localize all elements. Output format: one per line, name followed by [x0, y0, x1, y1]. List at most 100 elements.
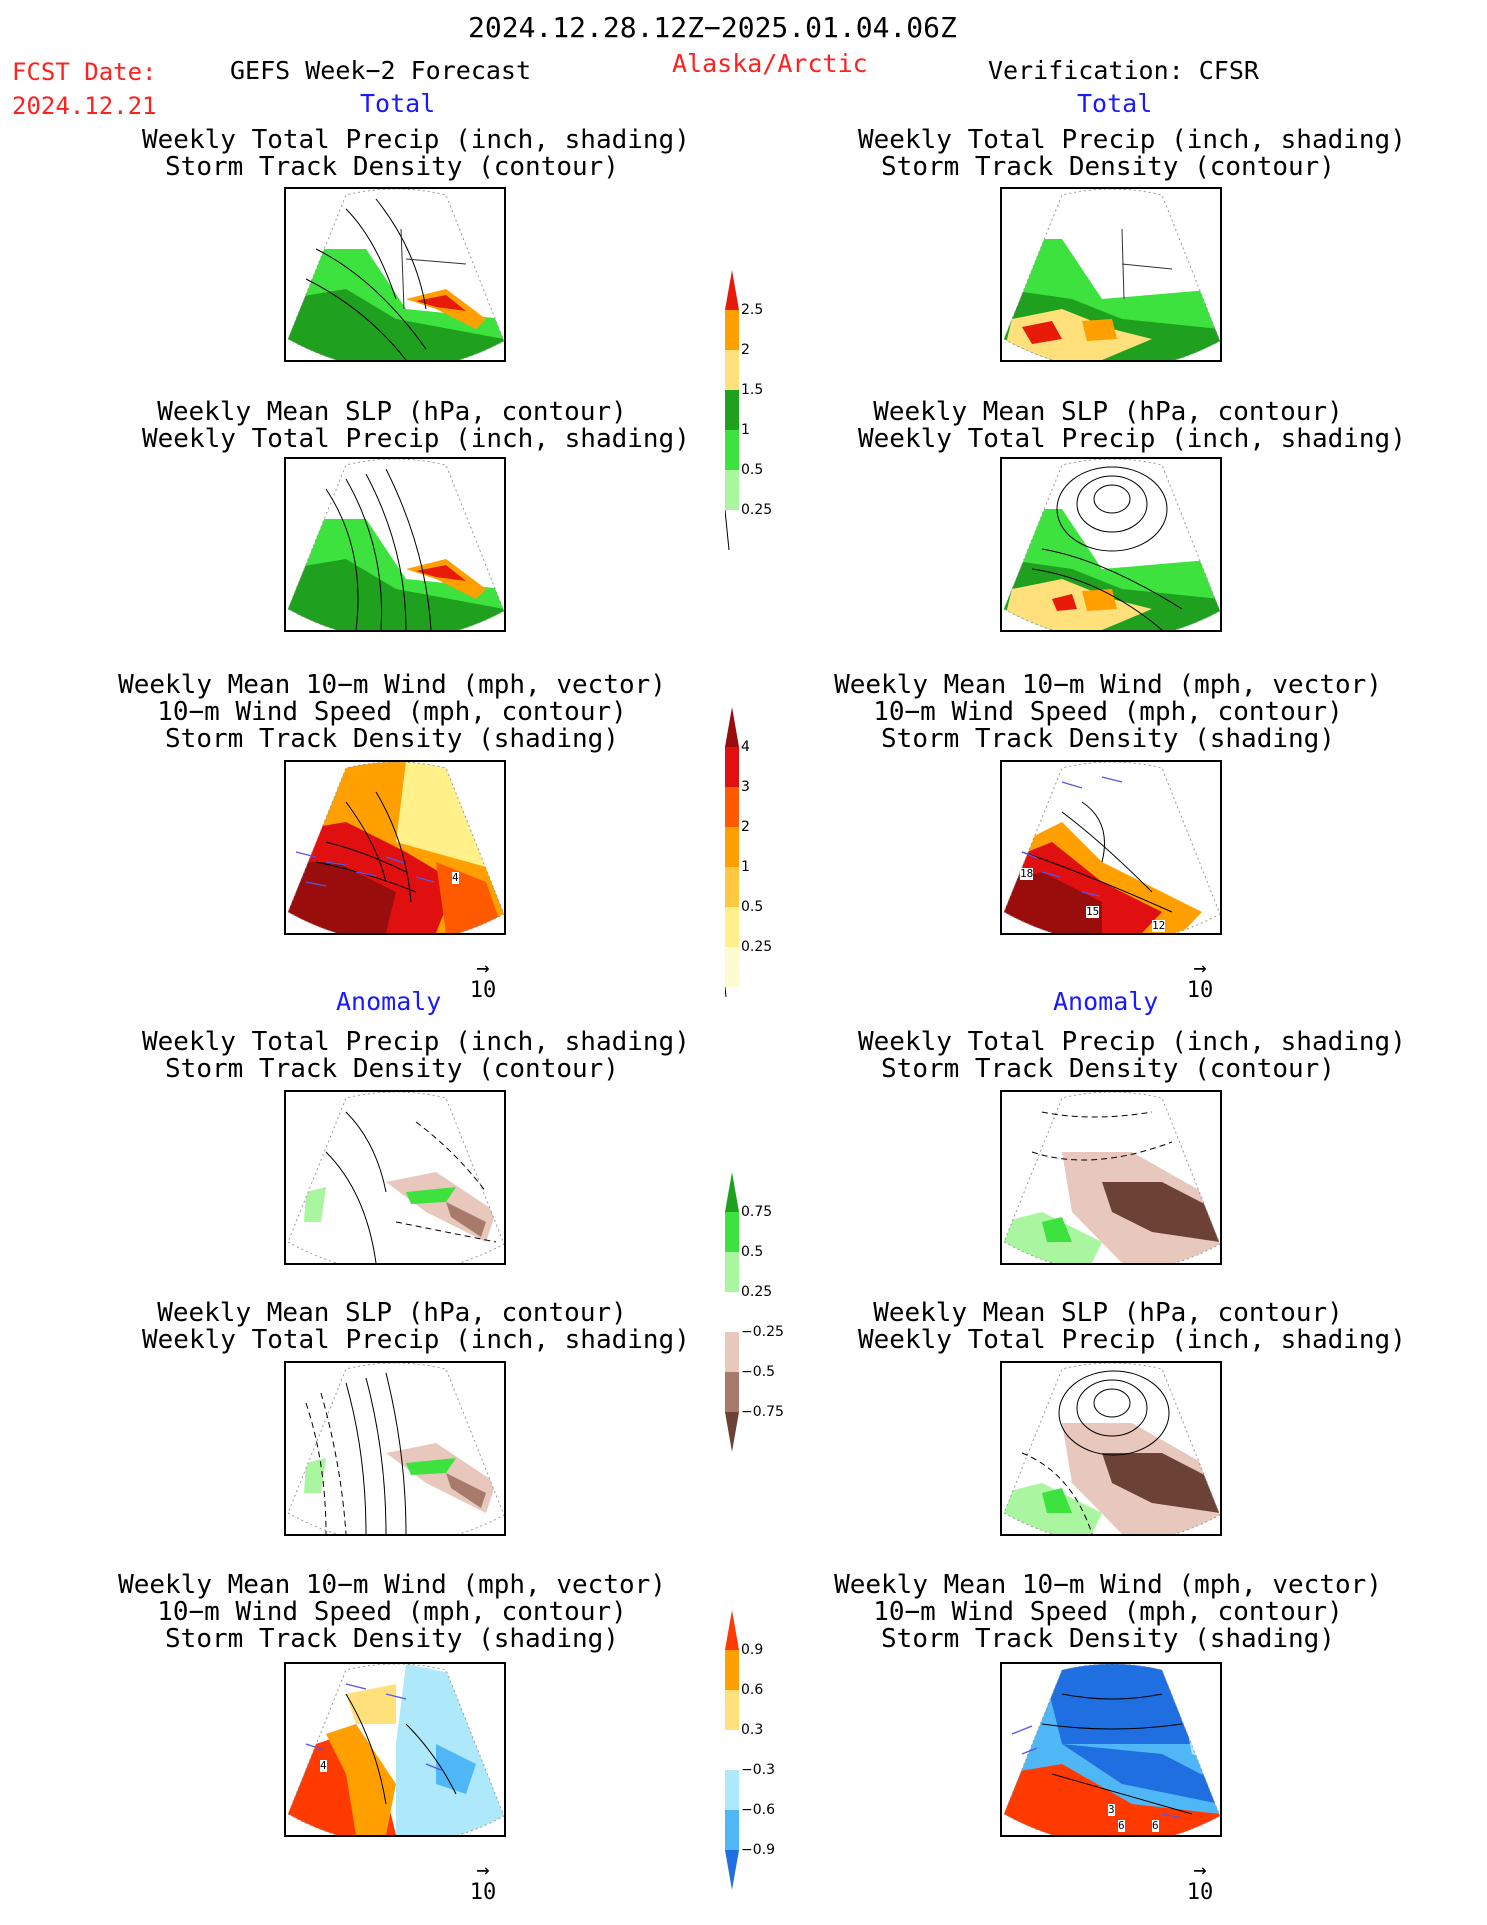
section-total-right: Total	[1077, 89, 1153, 118]
title-line: Weekly Mean SLP (hPa, contour)	[157, 397, 627, 427]
colorbar-segment	[725, 907, 739, 947]
colorbar-tick-label: 0.5	[741, 462, 764, 478]
title-line: Weekly Total Precip (inch, shading)	[142, 424, 690, 454]
title-precip-storm-total-left: Weekly Total Precip (inch, shading) Stor…	[142, 125, 690, 181]
title-line: Weekly Total Precip (inch, shading)	[142, 125, 690, 155]
colorbar-segment	[725, 787, 739, 827]
colorbar-segment	[725, 1412, 739, 1452]
fcst-date: 2024.12.21	[12, 92, 157, 120]
model-title: GEFS Week−2 Forecast	[230, 56, 532, 85]
colorbar-segment	[725, 1730, 739, 1770]
title-wind-total-right: Weekly Mean 10−m Wind (mph, vector) 10−m…	[828, 672, 1388, 753]
colorbar-segment	[725, 1850, 739, 1890]
colorbar-graphic	[725, 1610, 739, 1890]
title-line: Storm Track Density (contour)	[881, 152, 1335, 182]
colorbar-storm-total: 4 3 2 1 0.5 0.25	[725, 707, 825, 997]
contour-label: 18	[1020, 867, 1034, 880]
vector-ref-label: 10	[1186, 1880, 1214, 1905]
title-line: Weekly Total Precip (inch, shading)	[142, 1325, 690, 1355]
colorbar-graphic	[725, 270, 739, 551]
colorbar-tick-label: 3	[741, 779, 750, 795]
title-wind-anom-right: Weekly Mean 10−m Wind (mph, vector) 10−m…	[828, 1572, 1388, 1653]
colorbar-tick-label: −0.25	[741, 1324, 784, 1340]
arrow-right-icon: →	[476, 956, 490, 981]
title-line: Storm Track Density (shading)	[881, 1624, 1335, 1654]
title-line: Weekly Total Precip (inch, shading)	[142, 1027, 690, 1057]
title-line: Storm Track Density (shading)	[881, 724, 1335, 754]
section-anomaly-right: Anomaly	[1053, 987, 1159, 1016]
map-cfsr-precip-storm-total	[1000, 187, 1222, 362]
section-total-left: Total	[360, 89, 436, 118]
colorbar-segment	[725, 430, 739, 470]
vector-ref-anom-left: → 10	[463, 1860, 503, 1904]
contour-label: 15	[1086, 905, 1100, 918]
colorbar-tick-label: 0.75	[741, 1204, 773, 1220]
title-line: Weekly Mean 10−m Wind (mph, vector)	[834, 670, 1382, 700]
colorbar-tick-label: 0.9	[741, 1642, 764, 1658]
colorbar-segment	[725, 867, 739, 907]
colorbar-tick-label: 0.25	[741, 502, 773, 518]
colorbar-tick-label: 2	[741, 342, 750, 358]
colorbar-tick-label: −0.75	[741, 1404, 784, 1420]
colorbar-tick-label: 1.5	[741, 382, 764, 398]
colorbar-segment	[725, 310, 739, 350]
colorbar-segment	[725, 270, 739, 310]
colorbar-tick-label: 0.3	[741, 1722, 764, 1738]
vector-ref-total-right: → 10	[1180, 958, 1220, 1002]
colorbar-segment	[725, 1372, 739, 1412]
colorbar-tick-label: 0.6	[741, 1682, 764, 1698]
colorbar-segment	[725, 827, 739, 867]
colorbar-segment	[725, 1610, 739, 1650]
colorbar-storm-anom: 0.9 0.6 0.3 −0.3 −0.6 −0.9	[725, 1610, 825, 1900]
date-range: 2024.12.28.12Z−2025.01.04.06Z	[468, 11, 957, 44]
map-cfsr-precip-storm-anom	[1000, 1090, 1222, 1265]
colorbar-segment	[725, 1690, 739, 1730]
contour-label: 4	[452, 871, 459, 884]
colorbar-segment	[725, 1810, 739, 1850]
colorbar-segment	[725, 1332, 739, 1372]
title-line: Weekly Mean 10−m Wind (mph, vector)	[118, 670, 666, 700]
title-line: Weekly Total Precip (inch, shading)	[858, 424, 1406, 454]
colorbar-tick-label: 0.5	[741, 1244, 764, 1260]
title-line: Weekly Mean SLP (hPa, contour)	[157, 1298, 627, 1328]
map-gefs-wind-total: 4	[284, 760, 506, 935]
title-line: Weekly Mean 10−m Wind (mph, vector)	[834, 1570, 1382, 1600]
colorbar-segment	[725, 1292, 739, 1332]
title-precip-storm-anom-right: Weekly Total Precip (inch, shading) Stor…	[858, 1027, 1406, 1083]
title-line: Weekly Mean SLP (hPa, contour)	[873, 397, 1343, 427]
contour-label: 6	[1118, 1819, 1125, 1832]
colorbar-tick-label: −0.9	[741, 1842, 775, 1858]
vector-ref-label: 10	[469, 978, 497, 1003]
colorbar-tick-label: 1	[741, 422, 750, 438]
colorbar-segment	[725, 390, 739, 430]
colorbar-segment	[725, 350, 739, 390]
colorbar-tick-label: 0.5	[741, 899, 764, 915]
colorbar-tick-label: 0.25	[741, 939, 773, 955]
region-title: Alaska/Arctic	[672, 49, 868, 78]
arrow-right-icon: →	[1193, 956, 1207, 981]
title-line: Storm Track Density (contour)	[165, 1054, 619, 1084]
vector-ref-label: 10	[469, 1880, 497, 1905]
title-line: Weekly Total Precip (inch, shading)	[858, 1325, 1406, 1355]
title-line: Weekly Total Precip (inch, shading)	[858, 1027, 1406, 1057]
arrow-right-icon: →	[1193, 1858, 1207, 1883]
map-gefs-wind-anom: 4	[284, 1662, 506, 1837]
colorbar-segment	[725, 747, 739, 787]
vector-ref-total-left: → 10	[463, 958, 503, 1002]
colorbar-tick-label: 1	[741, 859, 750, 875]
colorbar-segment	[725, 1212, 739, 1252]
title-line: 10−m Wind Speed (mph, contour)	[873, 1597, 1343, 1627]
map-gefs-precip-storm-total	[284, 187, 506, 362]
title-slp-precip-total-left: Weekly Mean SLP (hPa, contour) Weekly To…	[142, 397, 690, 454]
colorbar-segment	[725, 470, 739, 510]
title-wind-anom-left: Weekly Mean 10−m Wind (mph, vector) 10−m…	[112, 1572, 672, 1653]
colorbar-tail	[725, 509, 730, 551]
title-line: 10−m Wind Speed (mph, contour)	[873, 697, 1343, 727]
title-line: Weekly Mean 10−m Wind (mph, vector)	[118, 1570, 666, 1600]
title-line: Weekly Total Precip (inch, shading)	[858, 125, 1406, 155]
colorbar-tick-label: 0.25	[741, 1284, 773, 1300]
contour-label: 4	[320, 1759, 327, 1772]
title-line: Storm Track Density (shading)	[165, 724, 619, 754]
colorbar-graphic	[725, 1172, 739, 1452]
colorbar-tick-label: 4	[741, 739, 750, 755]
